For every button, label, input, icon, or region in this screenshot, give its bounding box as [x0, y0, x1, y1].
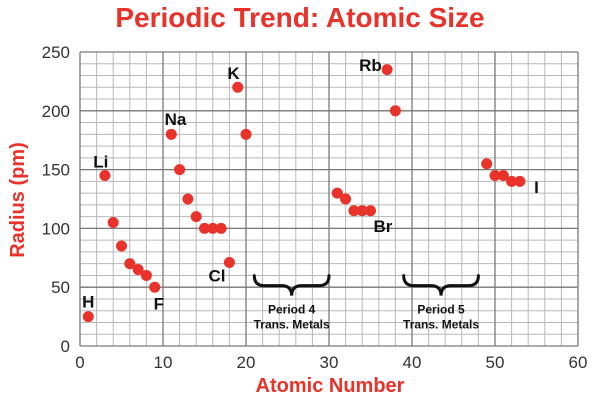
data-point [506, 175, 518, 187]
element-label: I [534, 178, 539, 197]
group-brace [402, 274, 480, 296]
data-point [107, 217, 119, 229]
element-label: F [154, 295, 164, 314]
x-tick-label: 30 [320, 353, 339, 372]
x-tick-label: 0 [75, 353, 84, 372]
data-point [340, 193, 352, 205]
data-point [132, 264, 144, 276]
data-point [365, 205, 376, 217]
data-point [331, 187, 343, 199]
data-point [497, 169, 509, 181]
group-label-line1: Period 4 [268, 303, 316, 317]
element-label: K [227, 64, 240, 83]
data-point [240, 128, 252, 140]
y-tick-label: 150 [42, 161, 70, 180]
data-point [215, 222, 227, 234]
data-point [232, 81, 244, 93]
data-point [124, 258, 136, 270]
x-tick-label: 20 [237, 353, 256, 372]
data-point [199, 222, 210, 234]
y-axis-ticks: 0 50 100 150 200 250 [42, 43, 70, 356]
data-point [174, 164, 186, 176]
data-point [149, 281, 161, 293]
data-point [182, 193, 194, 205]
group-label-line2: Trans. Metals [403, 318, 479, 332]
element-label: Li [93, 152, 108, 171]
data-point [190, 211, 202, 223]
data-point [207, 222, 219, 234]
element-label: Cl [208, 266, 225, 285]
element-label: Br [373, 217, 392, 236]
element-labels: H Li F Na Cl K Rb Br I [82, 56, 539, 314]
x-tick-label: 60 [569, 353, 588, 372]
x-tick-label: 50 [486, 353, 505, 372]
data-points [82, 64, 526, 323]
data-point [381, 64, 393, 76]
group-brace [252, 274, 331, 296]
x-axis-label: Atomic Number [256, 375, 405, 397]
element-label: Rb [359, 56, 382, 75]
data-point [140, 269, 152, 281]
data-point [165, 128, 177, 140]
chart-title: Periodic Trend: Atomic Size [115, 2, 485, 33]
data-point [116, 240, 127, 252]
y-tick-label: 200 [42, 102, 70, 121]
data-point [356, 205, 368, 217]
y-tick-label: 0 [61, 337, 70, 356]
data-point [82, 311, 94, 323]
data-point [348, 205, 360, 217]
x-axis-ticks: 0 10 20 30 40 50 60 [75, 353, 587, 372]
major-gridlines [79, 51, 579, 347]
data-point [99, 169, 111, 181]
x-tick-label: 10 [154, 353, 173, 372]
data-point [223, 257, 235, 269]
data-point [389, 105, 401, 117]
data-point [489, 169, 501, 181]
y-tick-label: 50 [51, 278, 70, 297]
element-label: H [82, 292, 94, 311]
x-tick-label: 40 [403, 353, 422, 372]
element-label: Na [165, 110, 187, 129]
data-point [514, 175, 526, 187]
y-tick-label: 100 [42, 219, 70, 238]
group-label-line1: Period 5 [417, 303, 465, 317]
y-tick-label: 250 [42, 43, 70, 62]
data-point [481, 158, 493, 170]
y-axis-label: Radius (pm) [7, 142, 29, 258]
group-label-line2: Trans. Metals [254, 318, 330, 332]
